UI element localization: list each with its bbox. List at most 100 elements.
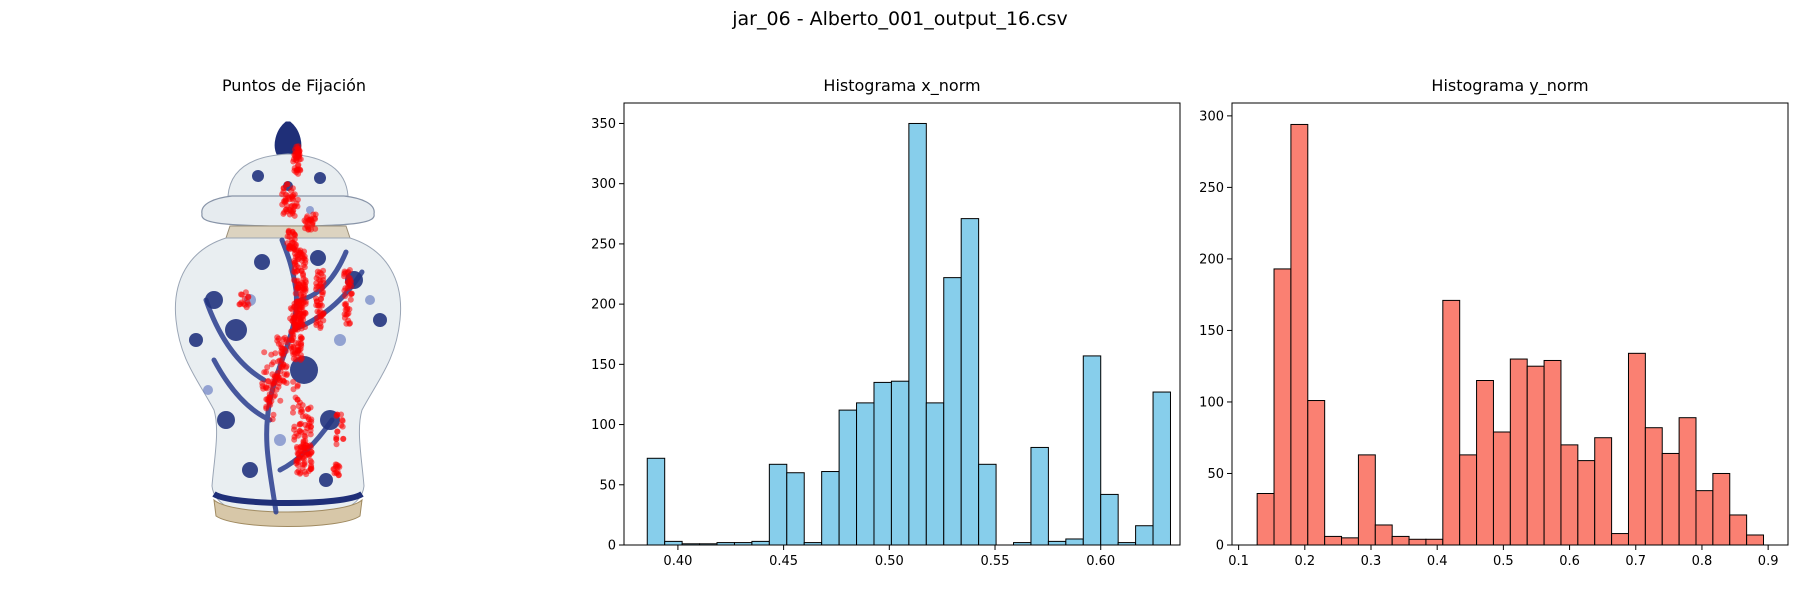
fixation-point — [302, 259, 309, 266]
fixation-point — [290, 378, 297, 385]
fixation-point — [295, 143, 302, 150]
hist-x-title: Histograma x_norm — [823, 76, 981, 95]
fixation-point — [283, 372, 290, 379]
image-panel-title: Puntos de Fijación — [221, 76, 367, 95]
fixation-point — [264, 364, 271, 371]
fixation-point — [295, 255, 302, 262]
fixation-point — [295, 459, 302, 466]
hist-x-bars — [646, 122, 1171, 546]
fixation-point — [307, 442, 314, 449]
hy-bar — [1391, 535, 1410, 546]
fixation-point — [301, 449, 308, 456]
fixation-point — [282, 196, 289, 203]
fixation-point — [299, 413, 306, 420]
fixation-point — [239, 291, 245, 298]
fixation-point — [290, 409, 296, 416]
fixation-point — [346, 320, 353, 327]
hy-bar — [1627, 352, 1646, 546]
fixation-point — [314, 308, 321, 315]
fixation-point — [320, 273, 327, 280]
fixation-point — [291, 265, 298, 272]
hist-y-frame — [1231, 102, 1789, 546]
hx-ytick-label: 50 — [599, 478, 616, 493]
fixation-point — [290, 192, 297, 199]
hy-bar — [1442, 299, 1461, 546]
fixation-point — [334, 428, 341, 435]
hx-bar — [978, 463, 997, 546]
hx-ytick-label: 200 — [591, 298, 616, 313]
hy-ytick-label: 250 — [1199, 181, 1224, 196]
hx-xtick-label: 0.55 — [981, 554, 1010, 569]
hy-bar — [1476, 380, 1494, 546]
fixation-point — [313, 302, 320, 309]
fixation-point — [294, 383, 301, 390]
fixation-point — [333, 436, 340, 443]
hy-ytick-label: 300 — [1199, 109, 1224, 124]
fixation-point — [333, 441, 340, 448]
hx-bar — [1030, 446, 1049, 546]
hy-ytick-label: 100 — [1199, 395, 1224, 410]
fixation-point — [263, 403, 270, 410]
fixation-point — [264, 378, 271, 385]
fixation-point — [270, 359, 277, 366]
hy-bar — [1324, 535, 1343, 546]
fixation-point — [294, 196, 301, 203]
hx-bar — [925, 402, 945, 546]
fixation-point — [290, 404, 297, 411]
fixation-point — [284, 181, 291, 188]
hy-bar — [1273, 268, 1292, 546]
fixation-point — [284, 202, 291, 209]
fixation-point — [317, 323, 324, 330]
fixation-point — [289, 229, 296, 236]
fixation-point — [291, 203, 298, 210]
fixation-point — [313, 319, 320, 326]
fixation-point — [307, 457, 314, 464]
fixation-point — [301, 264, 308, 271]
hy-bar — [1695, 490, 1714, 546]
hx-xtick-label: 0.50 — [875, 554, 904, 569]
hx-bar — [838, 409, 858, 546]
hy-ytick-label: 150 — [1199, 324, 1224, 339]
fixation-point — [342, 293, 349, 299]
fixation-point — [281, 209, 288, 216]
fixation-point — [278, 357, 285, 364]
fixation-point — [277, 377, 284, 384]
fixation-point — [283, 336, 290, 343]
hx-xtick-label: 0.40 — [663, 554, 692, 569]
hx-ytick-label: 250 — [591, 237, 616, 252]
hx-xtick-label: 0.45 — [769, 554, 798, 569]
hy-bar — [1374, 524, 1393, 546]
hx-bar — [943, 277, 962, 546]
hy-bar — [1560, 444, 1579, 546]
hy-bar — [1611, 533, 1629, 546]
fixation-point — [298, 443, 305, 450]
hx-bar — [664, 540, 683, 546]
fixation-point — [347, 279, 354, 286]
hist-y-bars — [1256, 123, 1765, 546]
fixation-point — [306, 217, 312, 223]
fixation-point — [292, 290, 299, 297]
fixation-point — [335, 462, 342, 469]
fixation-point — [342, 269, 349, 276]
hist-x-ticks: 0.40 0.45 0.50 0.55 0.60 0 50 100 150 200 250 300 35… — [591, 117, 1115, 569]
hy-bar — [1290, 123, 1309, 546]
fixation-point — [291, 322, 298, 329]
fixation-point — [291, 277, 298, 284]
fixation-point — [293, 157, 300, 164]
fixation-point — [295, 347, 302, 354]
fixation-point — [307, 404, 314, 411]
fixation-point — [289, 239, 295, 246]
hx-bar — [1152, 391, 1171, 546]
fixation-point — [280, 185, 287, 191]
hy-xtick-label: 0.4 — [1427, 554, 1448, 569]
fixation-point — [287, 207, 294, 214]
hy-bar — [1425, 538, 1444, 546]
fixation-point — [317, 313, 324, 320]
hy-bar — [1307, 400, 1326, 546]
fixation-point — [305, 226, 312, 232]
fixation-point — [277, 368, 284, 374]
hy-bar — [1577, 460, 1596, 546]
fixation-point — [300, 272, 307, 279]
hy-bar — [1678, 417, 1697, 546]
fixation-point — [269, 371, 276, 378]
